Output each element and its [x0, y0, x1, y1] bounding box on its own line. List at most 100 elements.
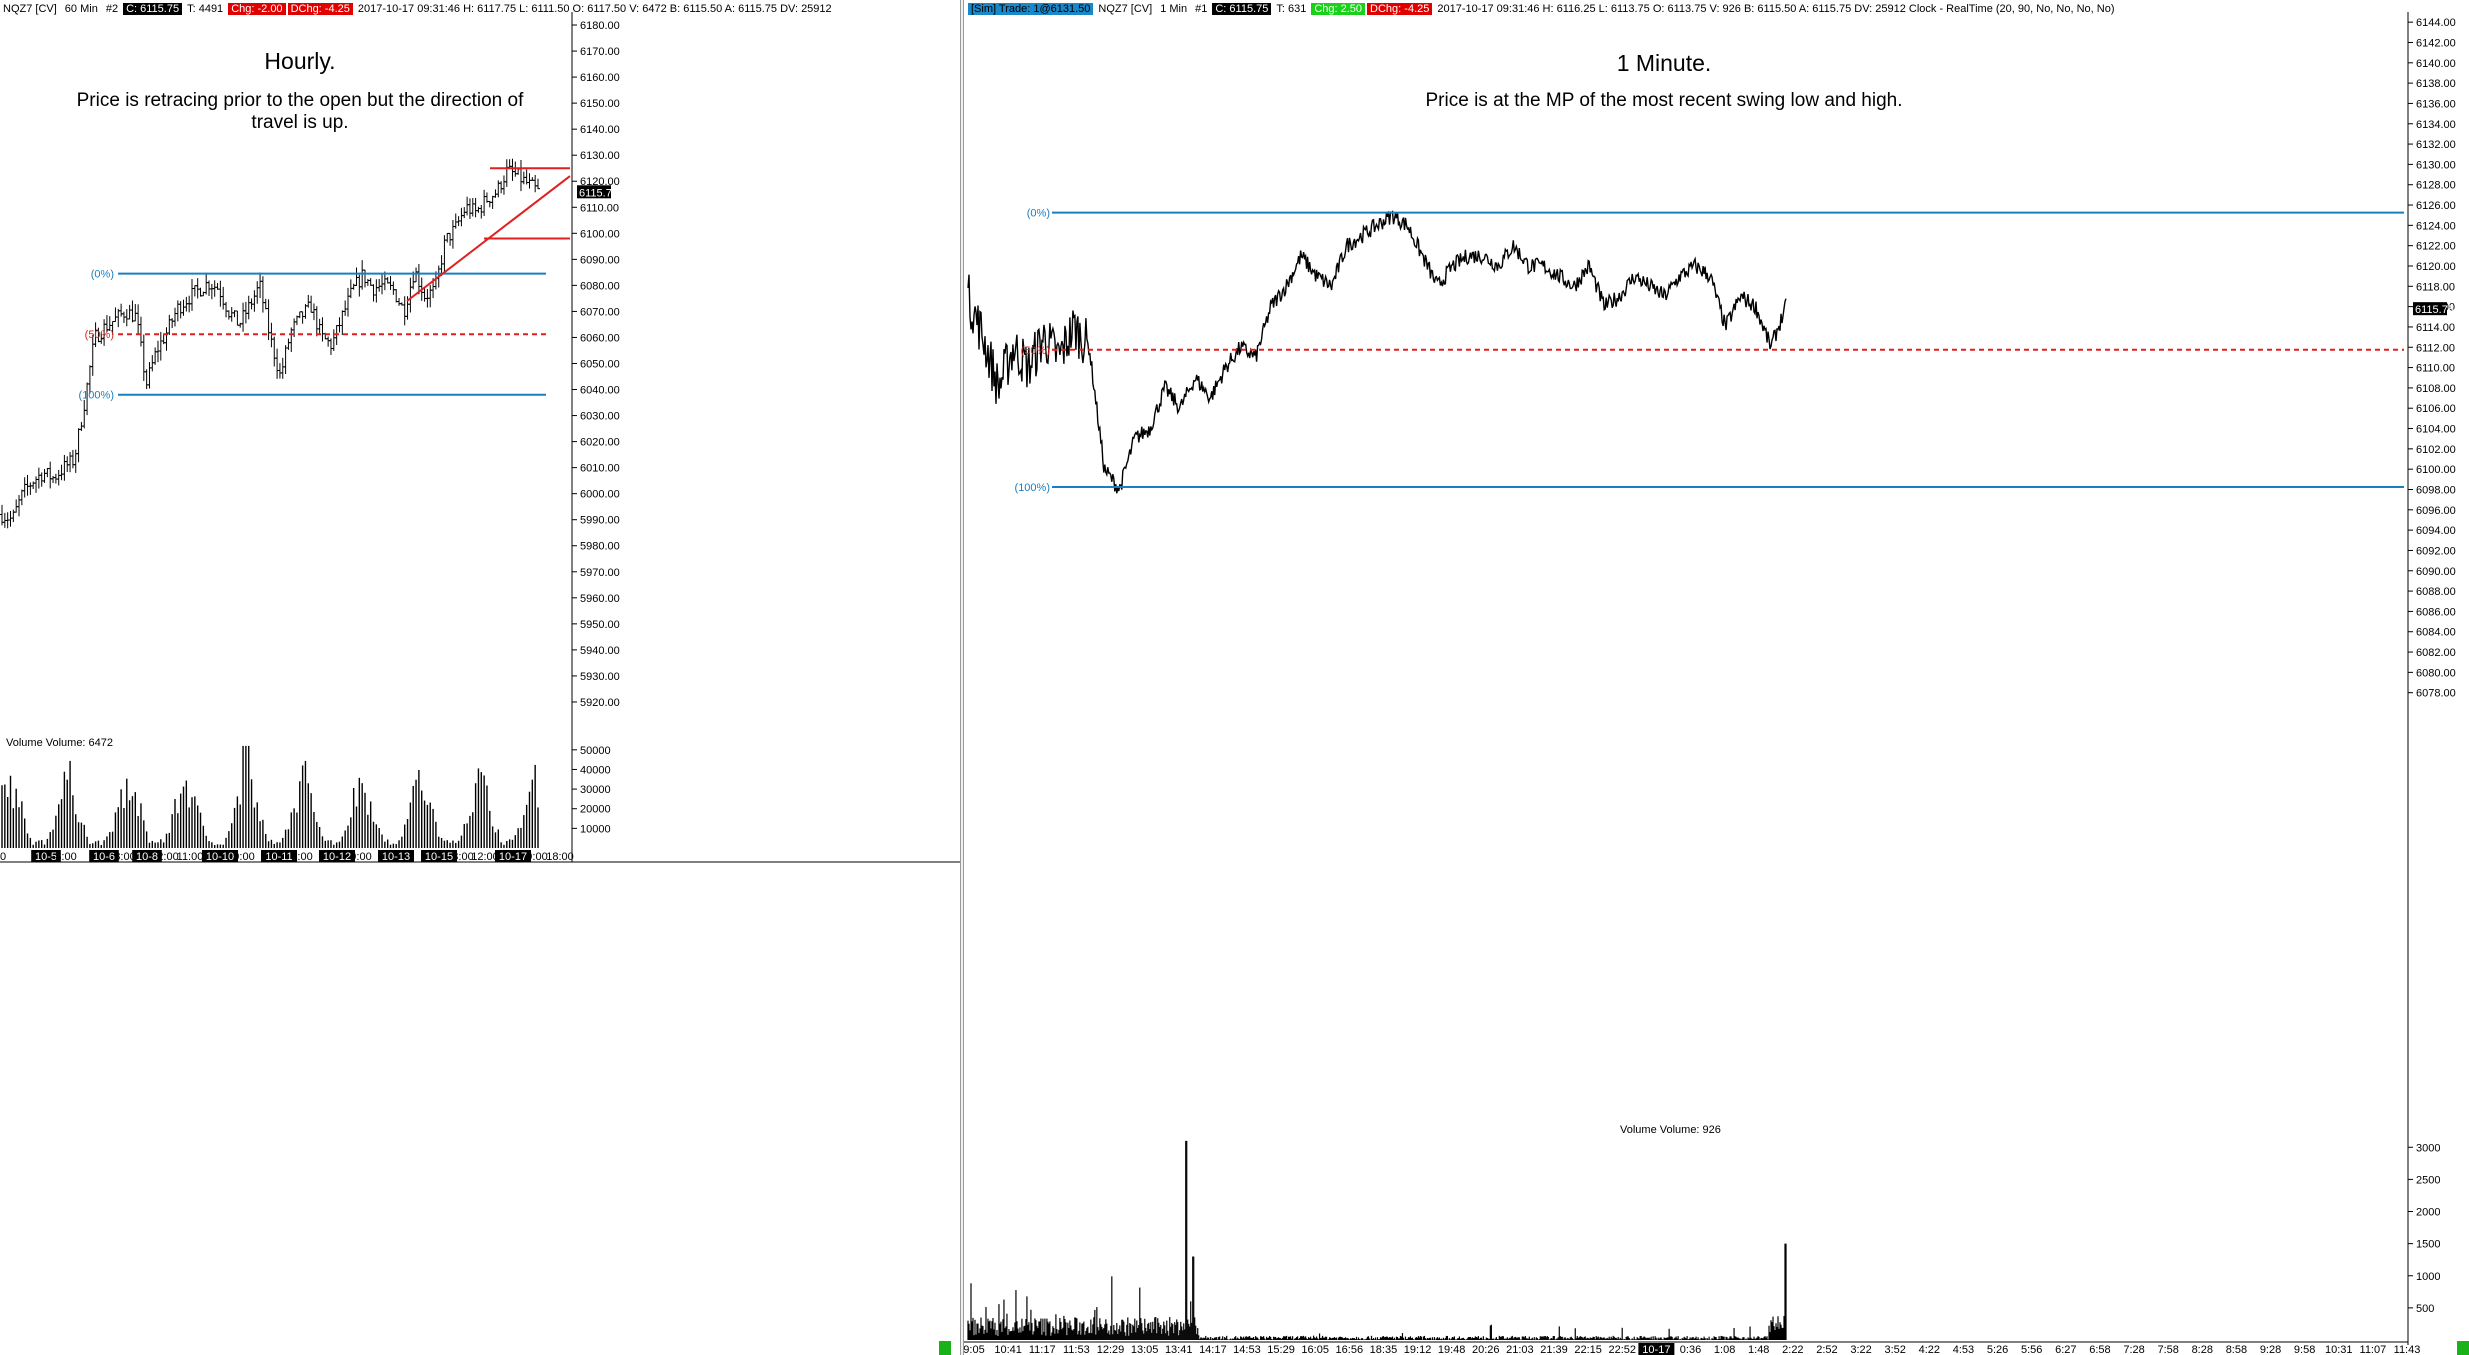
hourly-volume-bars: [1, 745, 539, 848]
minute-chart-number: #1: [1195, 3, 1208, 15]
y-tick-label: 6086.00: [2416, 606, 2456, 618]
y-tick-label: 5930.00: [580, 671, 620, 683]
minute-price-tag-bg: [2413, 302, 2447, 316]
x-date-tag: [378, 850, 414, 862]
minute-fib-50-label: (50%): [1021, 345, 1050, 357]
y-tick-label: 6100.00: [580, 228, 620, 240]
x-tick-label: 19:48: [1438, 1344, 1466, 1355]
y-tick-label: 6090.00: [580, 254, 620, 266]
y-tick-label: 6060.00: [580, 332, 620, 344]
volume-tick-label: 20000: [580, 804, 611, 816]
hourly-interval[interactable]: 60 Min: [64, 3, 98, 15]
y-tick-label: 5920.00: [580, 697, 620, 709]
x-tick-label: 8:00: [55, 851, 76, 863]
hourly-corner-indicator[interactable]: [939, 1341, 951, 1355]
x-tick-label: 14:53: [1233, 1344, 1261, 1355]
x-tick-label: 9:05: [964, 1344, 985, 1355]
x-date-tag: [202, 850, 238, 862]
y-tick-label: 5940.00: [580, 645, 620, 657]
x-tick-label: 10-6: [93, 851, 115, 863]
minute-ohlc-readout: 2017-10-17 09:31:46 H: 6116.25 L: 6113.7…: [1437, 3, 2115, 15]
y-tick-label: 6110.00: [2416, 363, 2455, 375]
x-tick-label: 16:56: [1336, 1344, 1364, 1355]
hourly-ohlc-readout: 2017-10-17 09:31:46 H: 6117.75 L: 6111.5…: [357, 3, 832, 15]
y-tick-label: 6040.00: [580, 385, 620, 397]
x-tick-label: 8:58: [2226, 1344, 2247, 1355]
minute-chart-pane[interactable]: [Sim] Trade: 1@6131.50 NQZ7 [CV] 1 Min #…: [964, 0, 2469, 1355]
y-tick-label: 5990.00: [580, 515, 620, 527]
x-tick-label: 10-17: [1642, 1344, 1670, 1355]
y-tick-label: 6102.00: [2416, 444, 2456, 456]
x-tick-label: 6:27: [2055, 1344, 2076, 1355]
y-tick-label: 6116.00: [2416, 302, 2455, 314]
y-tick-label: 6070.00: [580, 306, 620, 318]
y-tick-label: 6138.00: [2416, 78, 2456, 90]
y-tick-label: 6088.00: [2416, 586, 2456, 598]
volume-tick-label: 2000: [2416, 1207, 2440, 1219]
y-tick-label: 6144.00: [2416, 17, 2456, 29]
x-tick-label: 9:58: [2294, 1344, 2315, 1355]
x-tick-label: 9:00: [233, 851, 254, 863]
hourly-fib-0-label: (0%): [91, 269, 114, 281]
minute-interval[interactable]: 1 Min: [1160, 3, 1188, 15]
x-tick-label: 2:22: [1782, 1344, 1803, 1355]
y-tick-label: 6078.00: [2416, 688, 2456, 700]
hourly-price-tag: 6115.75: [579, 187, 618, 199]
y-tick-label: 6096.00: [2416, 505, 2456, 517]
volume-tick-label: 40000: [580, 764, 611, 776]
y-tick-label: 6126.00: [2416, 200, 2456, 212]
x-tick-label: 14:17: [1199, 1344, 1227, 1355]
minute-sim-trade[interactable]: [Sim] Trade: 1@6131.50: [968, 3, 1094, 15]
hourly-symbol[interactable]: NQZ7 [CV]: [3, 3, 57, 15]
y-tick-label: 6000.00: [580, 489, 620, 501]
y-tick-label: 6094.00: [2416, 525, 2456, 537]
minute-y-axis: 6078.00 6080.00 6082.00 6084.00 6086.00 6088.…: [2408, 17, 2456, 700]
x-tick-label: 11:43: [2394, 1344, 2421, 1355]
y-tick-label: 6092.00: [2416, 545, 2456, 557]
x-tick-label: 1:08: [1714, 1344, 1735, 1355]
x-tick-label: 10-12: [323, 851, 351, 863]
x-tick-label: 6:58: [2089, 1344, 2110, 1355]
hourly-chart-pane[interactable]: NQZ7 [CV] 60 Min #2 C: 6115.75 T: 4491 C…: [0, 0, 964, 1355]
x-tick-label: 9:28: [2260, 1344, 2281, 1355]
y-tick-label: 6082.00: [2416, 647, 2456, 659]
hourly-chart-number: #2: [105, 3, 119, 15]
x-date-tag: [132, 850, 162, 862]
y-tick-label: 6080.00: [2416, 667, 2456, 679]
minute-corner-indicator[interactable]: [2457, 1341, 2469, 1355]
minute-close: C: 6115.75: [1212, 3, 1272, 15]
y-tick-label: 6180.00: [580, 20, 620, 32]
x-tick-label: 8:28: [2192, 1344, 2213, 1355]
hourly-title: Hourly.: [264, 48, 336, 74]
minute-volume-axis: 500 1000 1500 2000 2500 3000: [2408, 1142, 2440, 1315]
minute-volume-label: Volume Volume: 926: [1620, 1124, 1721, 1136]
minute-symbol[interactable]: NQZ7 [CV]: [1098, 3, 1153, 15]
y-tick-label: 6108.00: [2416, 383, 2456, 395]
minute-change: Chg: 2.50: [1311, 3, 1366, 15]
y-tick-label: 5980.00: [580, 541, 620, 553]
y-tick-label: 5970.00: [580, 567, 620, 579]
x-tick-label: 21:03: [1506, 1344, 1534, 1355]
hourly-volume-axis: 10000 20000 30000 40000 50000: [572, 745, 611, 835]
x-tick-label: 11:53: [1063, 1344, 1090, 1355]
hourly-price-chart: 5920.00 5930.00 5940.00 5950.00 5960.00 5970.…: [0, 12, 964, 863]
y-tick-label: 6010.00: [580, 463, 620, 475]
hourly-trades: T: 4491: [187, 3, 224, 15]
hourly-y-axis: 5920.00 5930.00 5940.00 5950.00 5960.00 5970.…: [572, 20, 620, 709]
y-tick-label: 6090.00: [2416, 566, 2456, 578]
y-tick-label: 6150.00: [580, 98, 620, 110]
x-tick-label: 9:00: [526, 851, 547, 863]
hourly-ohlc-bars: [0, 158, 540, 529]
pane-separator[interactable]: [960, 0, 964, 1355]
x-tick-label: 8:00: [114, 851, 135, 863]
y-tick-label: 6030.00: [580, 411, 620, 423]
x-tick-label: 3:52: [1885, 1344, 1906, 1355]
y-tick-label: 6122.00: [2416, 241, 2456, 253]
y-tick-label: 5950.00: [580, 619, 620, 631]
hourly-close: C: 6115.75: [123, 3, 183, 15]
x-tick-label: 15:29: [1267, 1344, 1295, 1355]
volume-tick-label: 1500: [2416, 1239, 2440, 1251]
y-tick-label: 6104.00: [2416, 424, 2456, 436]
x-tick-label: 19:12: [1404, 1344, 1432, 1355]
y-tick-label: 6136.00: [2416, 98, 2456, 110]
